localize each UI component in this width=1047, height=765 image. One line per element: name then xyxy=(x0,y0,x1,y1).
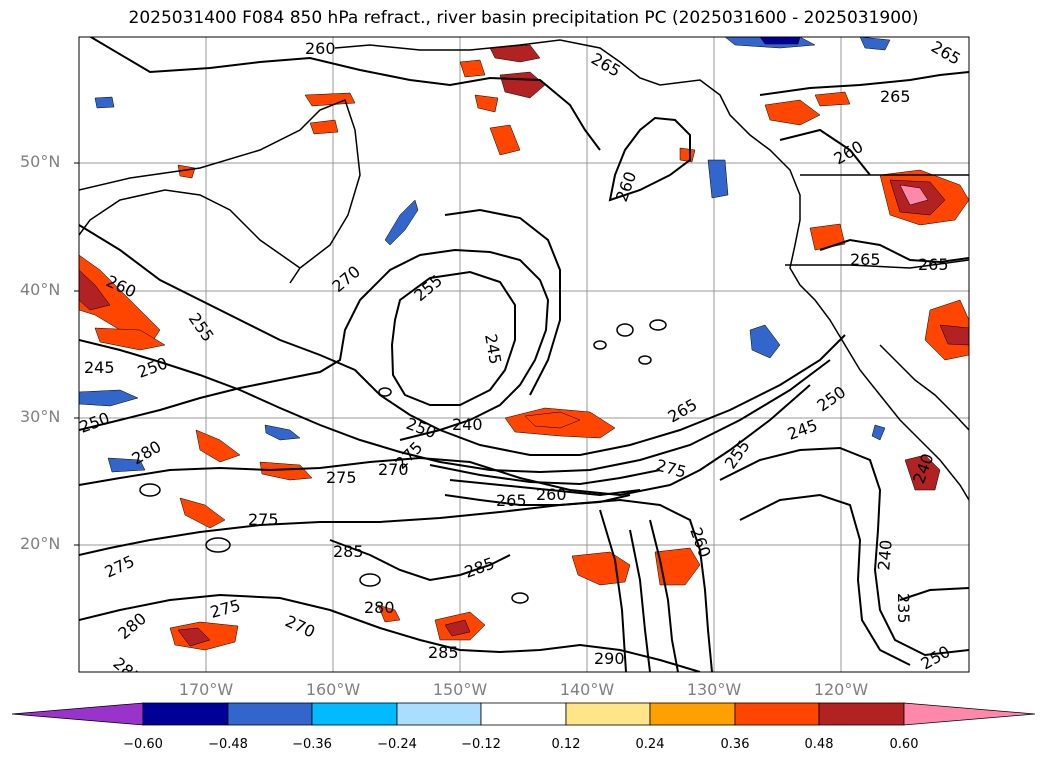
colorbar-tick-label: 0.48 xyxy=(804,737,834,752)
lon-label: 140°W xyxy=(559,680,615,699)
colorbar-tick-label: −0.24 xyxy=(377,737,417,752)
contour-label: 290 xyxy=(594,649,625,668)
colorbar-segment xyxy=(227,702,313,726)
lon-label: 170°W xyxy=(178,680,234,699)
lon-label: 130°W xyxy=(686,680,742,699)
contour-label: 285 xyxy=(428,643,459,662)
coastlines xyxy=(79,39,969,501)
colorbar-tick-label: 0.12 xyxy=(551,737,581,752)
lat-label: 50°N xyxy=(20,152,61,171)
contour-label: 260 xyxy=(305,39,336,58)
contour-label: 240 xyxy=(874,539,896,571)
colorbar-tick-label: −0.12 xyxy=(461,737,501,752)
colorbar-tick-label: −0.60 xyxy=(123,737,163,752)
colorbar-segment xyxy=(649,702,736,726)
small-contours xyxy=(139,319,667,604)
axis-ticks xyxy=(74,162,79,546)
lon-label: 150°W xyxy=(432,680,488,699)
colorbar-segment xyxy=(11,702,144,726)
contour-label: 265 xyxy=(496,491,527,510)
colorbar xyxy=(11,702,1036,726)
colorbar-tick-label: 0.60 xyxy=(889,737,919,752)
contour-label: 265 xyxy=(918,255,949,274)
contour-label: 235 xyxy=(894,593,913,624)
contour-label: 265 xyxy=(850,250,881,269)
refractivity-contours xyxy=(79,37,969,672)
contour-label: 275 xyxy=(326,468,357,487)
graticule xyxy=(79,37,969,672)
contour-label: 245 xyxy=(84,358,115,377)
contour-label: 270 xyxy=(378,460,409,479)
colorbar-segment xyxy=(903,702,1036,726)
map-area: 260 265 265 265 260 260 265 265 260 255 … xyxy=(79,37,969,672)
colorbar-segment xyxy=(818,702,905,726)
lon-label: 160°W xyxy=(305,680,361,699)
lon-label: 120°W xyxy=(813,680,869,699)
contour-label: 265 xyxy=(880,87,911,106)
colorbar-segment xyxy=(396,702,482,726)
lat-label: 20°N xyxy=(20,534,61,553)
map-title: 2025031400 F084 850 hPa refract., river … xyxy=(128,8,919,28)
colorbar-segment xyxy=(480,702,567,726)
colorbar-tick-label: −0.36 xyxy=(292,737,332,752)
contour-label: 285 xyxy=(333,542,364,561)
colorbar-tick-label: 0.24 xyxy=(635,737,665,752)
lat-label: 40°N xyxy=(20,280,61,299)
colorbar-tick-label: −0.48 xyxy=(208,737,248,752)
lat-label: 30°N xyxy=(20,407,61,426)
precipitation-shading xyxy=(79,37,969,651)
colorbar-segment xyxy=(734,702,820,726)
contour-label: 280 xyxy=(364,598,395,617)
contour-label: 275 xyxy=(248,510,279,529)
colorbar-segment xyxy=(142,702,229,726)
colorbar-segment xyxy=(311,702,398,726)
colorbar-segment xyxy=(565,702,651,726)
colorbar-tick-label: 0.36 xyxy=(720,737,750,752)
contour-label: 260 xyxy=(536,485,567,504)
map-frame xyxy=(78,36,970,673)
contour-label: 240 xyxy=(452,415,483,434)
